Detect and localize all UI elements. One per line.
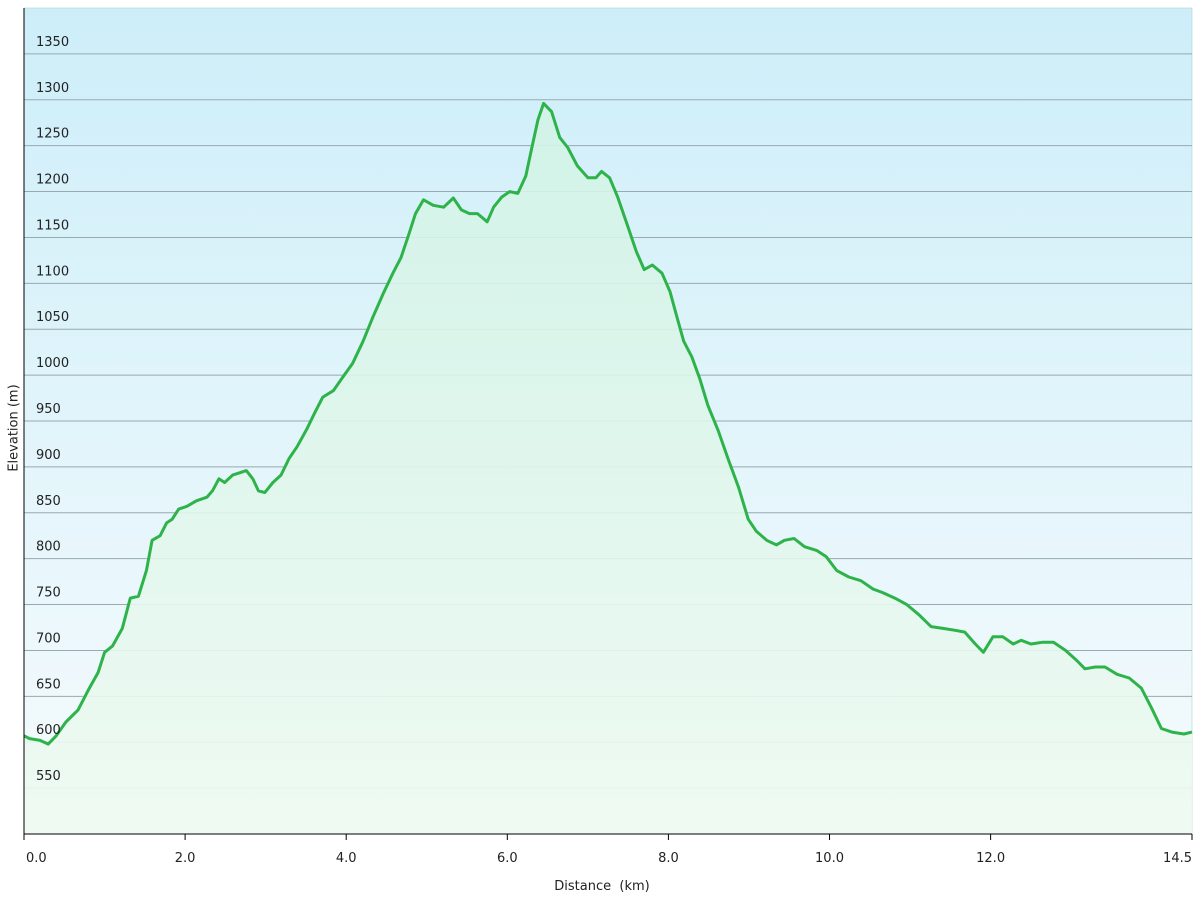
y-tick-label: 550: [36, 769, 61, 784]
y-tick-label: 700: [36, 631, 61, 646]
y-tick-label: 600: [36, 723, 61, 738]
x-tick-label: 4.0: [336, 851, 357, 866]
y-tick-label: 800: [36, 540, 61, 555]
y-tick-label: 750: [36, 586, 61, 601]
x-tick-label: 0.0: [26, 851, 47, 866]
y-tick-label: 1300: [36, 81, 69, 96]
y-axis-title: Elevation (m): [7, 384, 22, 471]
y-tick-label: 1200: [36, 173, 69, 188]
y-tick-label: 950: [36, 402, 61, 417]
y-tick-label: 650: [36, 677, 61, 692]
x-tick-label: 14.5: [1163, 851, 1192, 866]
x-axis-title: Distance (km): [554, 879, 649, 894]
x-tick-label: 2.0: [175, 851, 196, 866]
y-tick-label: 1100: [36, 264, 69, 279]
y-tick-label: 1050: [36, 310, 69, 325]
elevation-line: [23, 101, 1193, 746]
y-tick-label: 1250: [36, 127, 69, 142]
x-tick-label: 10.0: [815, 851, 844, 866]
x-tick-label: 6.0: [497, 851, 518, 866]
x-tick-label: 12.0: [976, 851, 1005, 866]
y-tick-label: 1000: [36, 356, 69, 371]
y-tick-label: 850: [36, 494, 61, 509]
x-tick-label: 8.0: [658, 851, 679, 866]
elevation-area: [24, 103, 1192, 834]
y-tick-label: 900: [36, 448, 61, 463]
y-tick-label: 1150: [36, 218, 69, 233]
y-tick-label: 1350: [36, 35, 69, 50]
